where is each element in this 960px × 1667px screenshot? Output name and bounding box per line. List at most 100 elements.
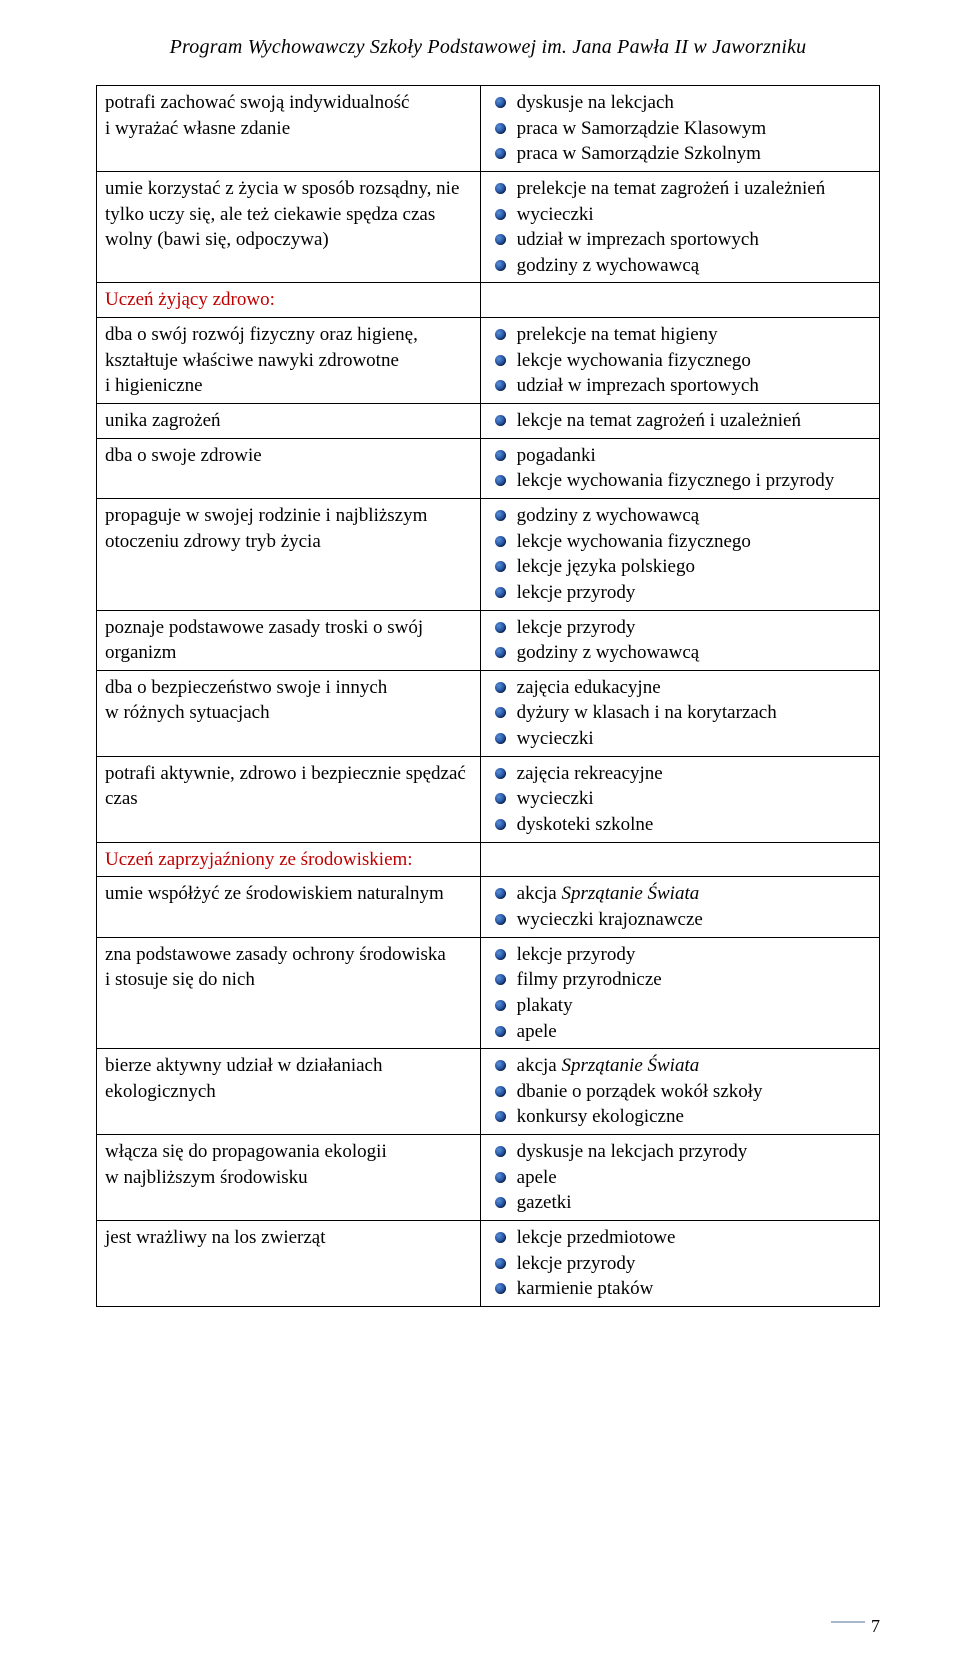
right-cell: prelekcje na temat zagrożeń i uzależnień… — [480, 171, 879, 283]
left-cell: jest wrażliwy na los zwierząt — [97, 1220, 481, 1306]
list-item: wycieczki — [489, 202, 871, 228]
text: akcja — [517, 883, 562, 904]
table-row: potrafi zachować swoją indywidualność i … — [97, 86, 880, 172]
table-row: umie korzystać z życia w sposób rozsądny… — [97, 171, 880, 283]
table-row: umie współżyć ze środowiskiem naturalnym… — [97, 877, 880, 937]
left-cell: bierze aktywny udział w działaniach ekol… — [97, 1049, 481, 1135]
left-cell: potrafi aktywnie, zdrowo i bezpiecznie s… — [97, 756, 481, 842]
bullet-list: lekcje przyrodygodziny z wychowawcą — [489, 615, 871, 666]
table-row: włącza się do propagowania ekologii w na… — [97, 1135, 880, 1221]
table-row: dba o bezpieczeństwo swoje i innych w ró… — [97, 670, 880, 756]
list-item: akcja Sprzątanie Świata — [489, 1053, 871, 1079]
table-row: Uczeń zaprzyjaźniony ze środowiskiem: — [97, 842, 880, 877]
right-cell: zajęcia edukacyjnedyżury w klasach i na … — [480, 670, 879, 756]
list-item: lekcje przedmiotowe — [489, 1225, 871, 1251]
left-cell: unika zagrożeń — [97, 404, 481, 439]
empty-cell — [480, 842, 879, 877]
list-item: lekcje przyrody — [489, 1251, 871, 1277]
left-cell: dba o swój rozwój fizyczny oraz higienę,… — [97, 318, 481, 404]
list-item: lekcje języka polskiego — [489, 554, 871, 580]
left-cell: dba o bezpieczeństwo swoje i innych w ró… — [97, 670, 481, 756]
list-item: godziny z wychowawcą — [489, 253, 871, 279]
table-row: zna podstawowe zasady ochrony środowiska… — [97, 937, 880, 1049]
right-cell: lekcje na temat zagrożeń i uzależnień — [480, 404, 879, 439]
list-item: lekcje na temat zagrożeń i uzależnień — [489, 408, 871, 434]
section-heading: Uczeń żyjący zdrowo: — [105, 289, 275, 310]
list-item: wycieczki — [489, 786, 871, 812]
table-row: dba o swoje zdrowiepogadankilekcje wycho… — [97, 438, 880, 498]
table-row: potrafi aktywnie, zdrowo i bezpiecznie s… — [97, 756, 880, 842]
right-cell: prelekcje na temat higienylekcje wychowa… — [480, 318, 879, 404]
list-item: zajęcia edukacyjne — [489, 675, 871, 701]
list-item: apele — [489, 1019, 871, 1045]
right-cell: dyskusje na lekcjachpraca w Samorządzie … — [480, 86, 879, 172]
list-item: lekcje przyrody — [489, 942, 871, 968]
list-item: dyżury w klasach i na korytarzach — [489, 700, 871, 726]
left-cell: zna podstawowe zasady ochrony środowiska… — [97, 937, 481, 1049]
bullet-list: dyskusje na lekcjachpraca w Samorządzie … — [489, 90, 871, 167]
list-item: praca w Samorządzie Szkolnym — [489, 141, 871, 167]
list-item: dyskoteki szkolne — [489, 812, 871, 838]
text: dbanie o porządek wokół szkoły — [517, 1081, 763, 1102]
list-item: lekcje wychowania fizycznego — [489, 529, 871, 555]
italic-text: Sprzątanie Świata — [561, 1055, 699, 1076]
table-row: jest wrażliwy na los zwierząt lekcje prze… — [97, 1220, 880, 1306]
right-cell: lekcje przyrodyfilmy przyrodniczeplakaty… — [480, 937, 879, 1049]
list-item: apele — [489, 1165, 871, 1191]
italic-text: Sprzątanie Świata — [561, 883, 699, 904]
bullet-list: pogadankilekcje wychowania fizycznego i … — [489, 443, 871, 494]
left-cell: propaguje w swojej rodzinie i najbliższy… — [97, 498, 481, 610]
bullet-list: lekcje na temat zagrożeń i uzależnień — [489, 408, 871, 434]
left-cell: włącza się do propagowania ekologii w na… — [97, 1135, 481, 1221]
list-item: lekcje wychowania fizycznego i przyrody — [489, 468, 871, 494]
left-cell: umie współżyć ze środowiskiem naturalnym — [97, 877, 481, 937]
list-item: praca w Samorządzie Klasowym — [489, 116, 871, 142]
list-item: godziny z wychowawcą — [489, 640, 871, 666]
right-cell: lekcje przyrodygodziny z wychowawcą — [480, 610, 879, 670]
left-cell: potrafi zachować swoją indywidualność i … — [97, 86, 481, 172]
bullet-list: lekcje przyrodyfilmy przyrodniczeplakaty… — [489, 942, 871, 1045]
right-cell: zajęcia rekreacyjnewycieczkidyskoteki sz… — [480, 756, 879, 842]
table-row: propaguje w swojej rodzinie i najbliższy… — [97, 498, 880, 610]
bullet-list: akcja Sprzątanie Światawycieczki krajozn… — [489, 881, 871, 932]
table-row: Uczeń żyjący zdrowo: — [97, 283, 880, 318]
left-cell: umie korzystać z życia w sposób rozsądny… — [97, 171, 481, 283]
table-row: bierze aktywny udział w działaniach ekol… — [97, 1049, 880, 1135]
list-item: prelekcje na temat zagrożeń i uzależnień — [489, 176, 871, 202]
list-item: prelekcje na temat higieny — [489, 322, 871, 348]
list-item: lekcje przyrody — [489, 580, 871, 606]
empty-cell — [480, 283, 879, 318]
list-item: akcja Sprzątanie Świata — [489, 881, 871, 907]
list-item: dyskusje na lekcjach — [489, 90, 871, 116]
table-row: dba o swój rozwój fizyczny oraz higienę,… — [97, 318, 880, 404]
right-cell: dyskusje na lekcjach przyrodyapelegazetk… — [480, 1135, 879, 1221]
right-cell: godziny z wychowawcąlekcje wychowania fi… — [480, 498, 879, 610]
right-cell: akcja Sprzątanie Światadbanie o porządek… — [480, 1049, 879, 1135]
list-item: karmienie ptaków — [489, 1276, 871, 1302]
list-item: pogadanki — [489, 443, 871, 469]
right-cell: akcja Sprzątanie Światawycieczki krajozn… — [480, 877, 879, 937]
bullet-list: dyskusje na lekcjach przyrodyapelegazetk… — [489, 1139, 871, 1216]
page-number-value: 7 — [871, 1616, 880, 1636]
list-item: wycieczki krajoznawcze — [489, 907, 871, 933]
text: konkursy ekologiczne — [517, 1106, 684, 1127]
bullet-list: zajęcia rekreacyjnewycieczkidyskoteki sz… — [489, 761, 871, 838]
right-cell: pogadankilekcje wychowania fizycznego i … — [480, 438, 879, 498]
text: akcja — [517, 1055, 562, 1076]
bullet-list: akcja Sprzątanie Światadbanie o porządek… — [489, 1053, 871, 1130]
left-cell: dba o swoje zdrowie — [97, 438, 481, 498]
list-item: konkursy ekologiczne — [489, 1104, 871, 1130]
page-number: 7 — [831, 1616, 880, 1637]
page: Program Wychowawczy Szkoły Podstawowej i… — [0, 0, 960, 1667]
list-item: zajęcia rekreacyjne — [489, 761, 871, 787]
section-heading-cell: Uczeń zaprzyjaźniony ze środowiskiem: — [97, 842, 481, 877]
list-item: plakaty — [489, 993, 871, 1019]
list-item: filmy przyrodnicze — [489, 967, 871, 993]
bullet-list: zajęcia edukacyjnedyżury w klasach i na … — [489, 675, 871, 752]
page-number-rule — [831, 1621, 865, 1623]
list-item: gazetki — [489, 1190, 871, 1216]
bullet-list: prelekcje na temat higienylekcje wychowa… — [489, 322, 871, 399]
list-item: dyskusje na lekcjach przyrody — [489, 1139, 871, 1165]
list-item: udział w imprezach sportowych — [489, 227, 871, 253]
bullet-list: godziny z wychowawcąlekcje wychowania fi… — [489, 503, 871, 606]
